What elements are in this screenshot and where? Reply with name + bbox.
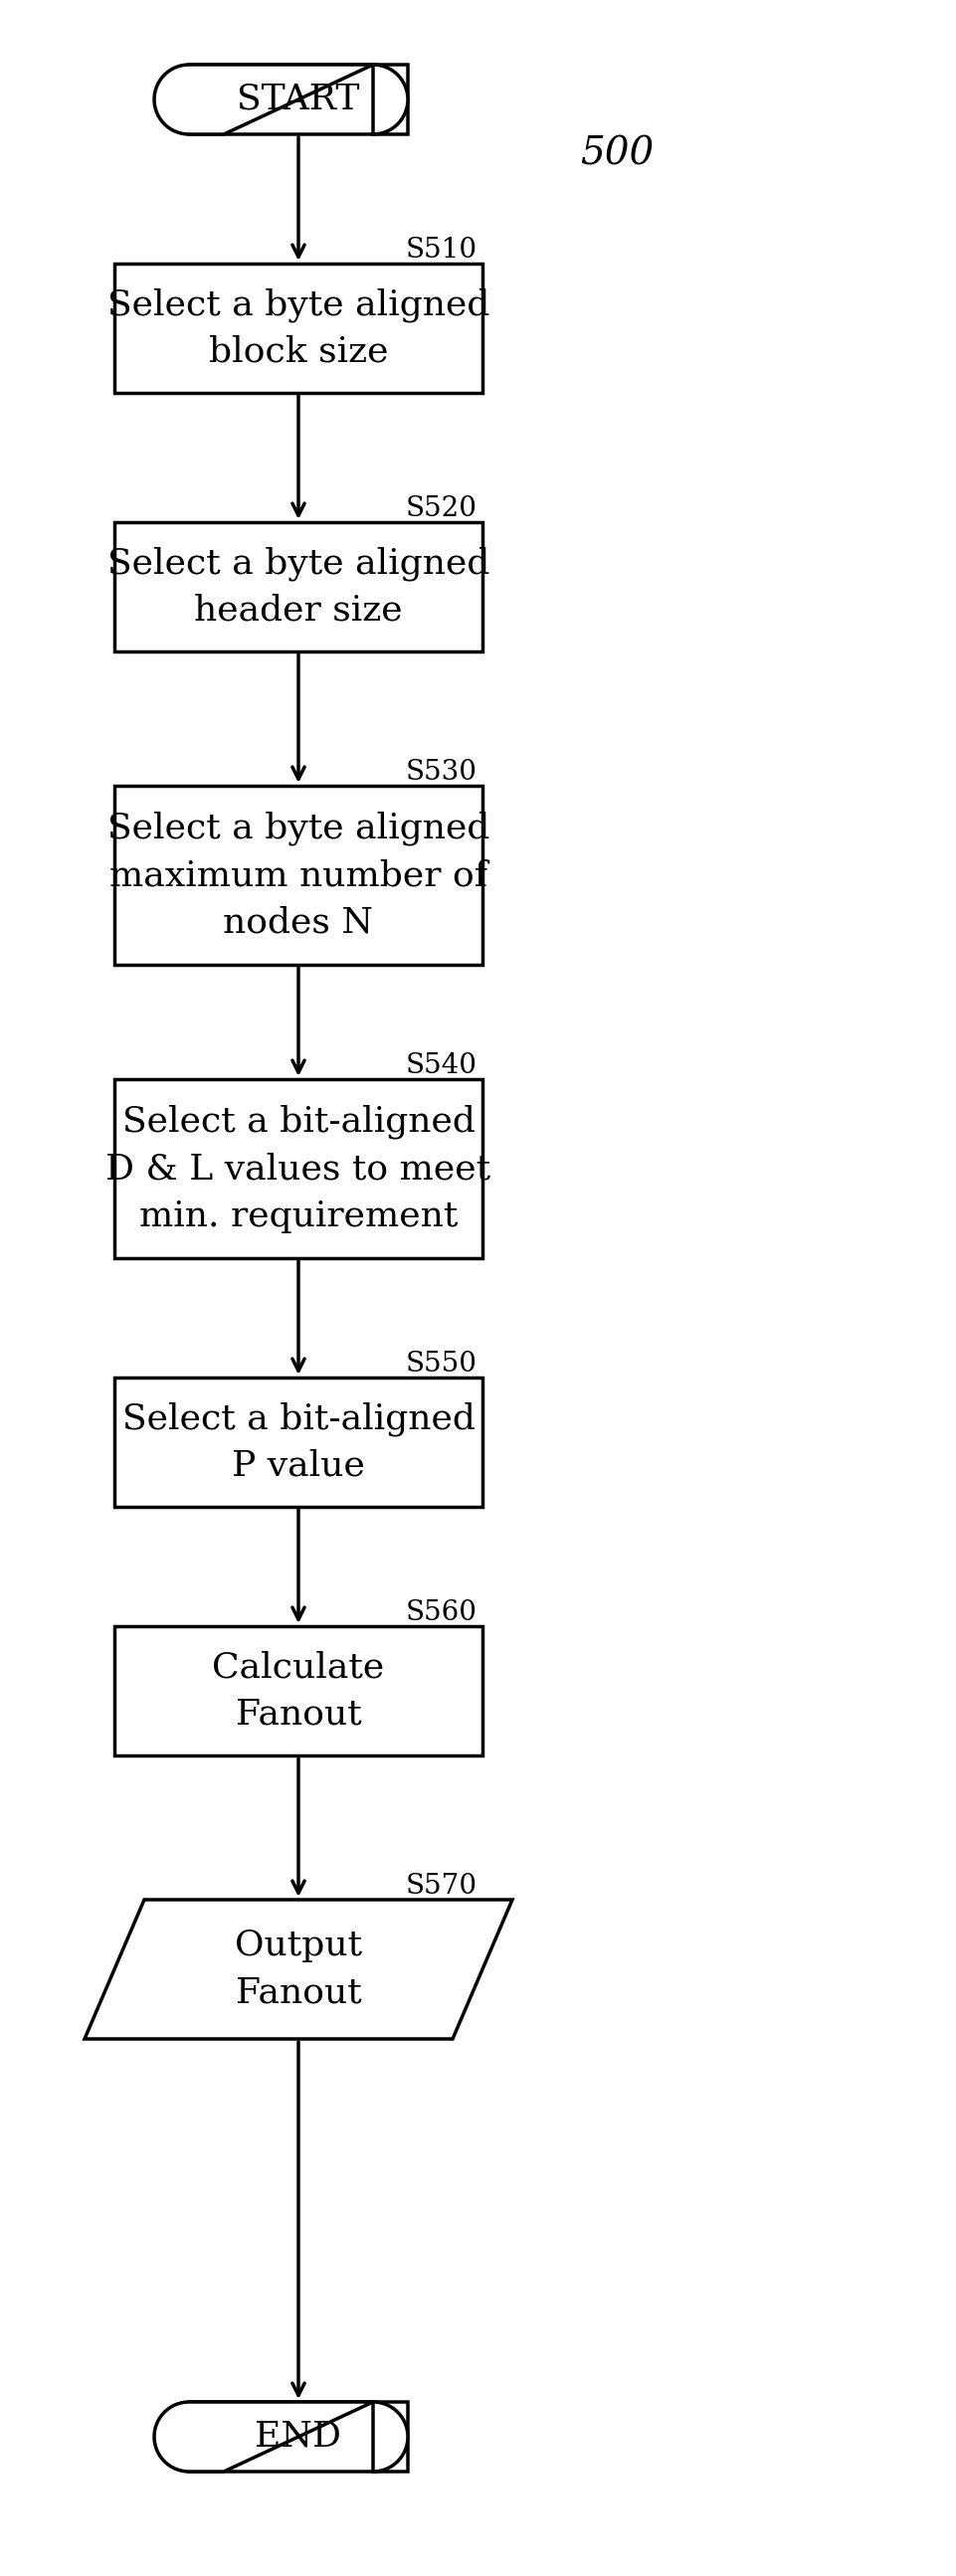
FancyBboxPatch shape xyxy=(189,64,408,134)
PathPatch shape xyxy=(154,2401,408,2470)
FancyBboxPatch shape xyxy=(189,2401,408,2470)
Text: Select a bit-aligned
D & L values to meet
min. requirement: Select a bit-aligned D & L values to mee… xyxy=(106,1105,491,1234)
Text: Calculate
Fanout: Calculate Fanout xyxy=(212,1651,384,1731)
Text: Select a byte aligned
block size: Select a byte aligned block size xyxy=(107,289,489,368)
Text: 500: 500 xyxy=(580,137,654,173)
Text: S550: S550 xyxy=(406,1350,477,1378)
Bar xyxy=(115,523,483,652)
PathPatch shape xyxy=(154,64,408,134)
Text: Output
Fanout: Output Fanout xyxy=(235,1929,362,2009)
PathPatch shape xyxy=(84,1899,512,2040)
Bar xyxy=(115,1378,483,1507)
Text: S570: S570 xyxy=(405,1873,477,1899)
Text: END: END xyxy=(255,2419,341,2455)
Text: Select a bit-aligned
P value: Select a bit-aligned P value xyxy=(122,1401,475,1484)
Text: S530: S530 xyxy=(406,760,477,786)
Bar xyxy=(115,263,483,394)
Text: S510: S510 xyxy=(405,237,477,263)
Text: S560: S560 xyxy=(406,1600,477,1625)
Text: S540: S540 xyxy=(406,1051,477,1079)
Text: Select a byte aligned
maximum number of
nodes N: Select a byte aligned maximum number of … xyxy=(107,811,489,940)
Bar xyxy=(115,1079,483,1257)
Text: Select a byte aligned
header size: Select a byte aligned header size xyxy=(107,546,489,629)
Bar xyxy=(115,1625,483,1754)
Text: START: START xyxy=(237,82,359,116)
Text: S520: S520 xyxy=(406,495,477,523)
Bar xyxy=(115,786,483,966)
